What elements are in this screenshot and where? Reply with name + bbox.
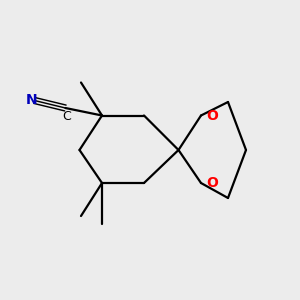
Text: O: O bbox=[206, 176, 218, 190]
Text: N: N bbox=[26, 94, 37, 107]
Text: O: O bbox=[206, 109, 218, 122]
Text: C: C bbox=[62, 110, 71, 124]
